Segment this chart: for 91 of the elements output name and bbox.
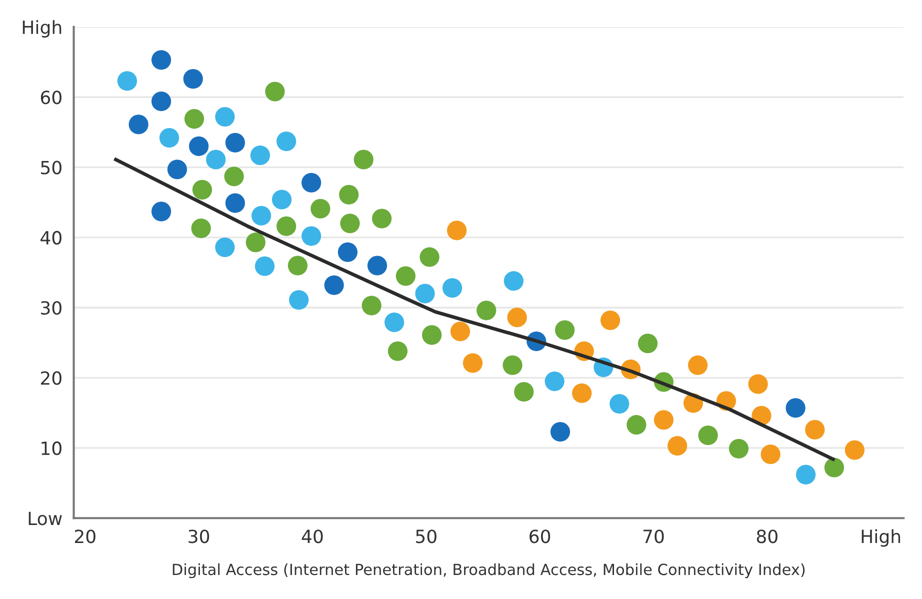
point (728, 438, 749, 458)
y-tick-label: 20 (40, 371, 62, 385)
point (760, 444, 780, 464)
x-tick-label: 50 (416, 530, 436, 544)
point (550, 422, 570, 442)
point (422, 325, 442, 345)
point (447, 220, 467, 240)
x-tick-label: 40 (302, 530, 323, 544)
point (225, 193, 245, 213)
point (288, 256, 308, 276)
point (396, 266, 416, 286)
point (688, 355, 708, 375)
point (844, 440, 865, 460)
point (748, 374, 768, 394)
point (339, 184, 359, 204)
point (698, 426, 718, 446)
y-tick-label: High (22, 20, 62, 38)
point (610, 394, 630, 414)
point (786, 398, 806, 418)
point (507, 308, 527, 328)
point (362, 296, 382, 316)
point (638, 334, 658, 354)
point (254, 256, 275, 276)
point (502, 355, 522, 375)
point (251, 206, 272, 226)
point (302, 172, 322, 193)
point (420, 247, 440, 267)
point (225, 132, 245, 153)
point (354, 150, 374, 170)
point (514, 382, 534, 402)
point (246, 232, 266, 252)
point (151, 202, 172, 222)
x-tick-label: 30 (188, 530, 210, 544)
point (191, 218, 211, 238)
point (504, 271, 524, 291)
point (572, 383, 592, 404)
point (183, 69, 203, 89)
point (668, 436, 688, 456)
point (600, 310, 620, 330)
point (476, 300, 496, 320)
point (302, 226, 322, 246)
point (555, 320, 575, 340)
point (310, 198, 330, 219)
x-tick-label: 60 (530, 530, 550, 544)
point (128, 114, 148, 134)
y-tick-label: 10 (42, 441, 62, 456)
point (450, 322, 470, 342)
point (805, 420, 825, 440)
point (215, 237, 235, 258)
point (544, 371, 564, 392)
point (324, 275, 344, 295)
x-tick-label: 70 (643, 530, 664, 544)
x-axis-title: Digital Access (Internet Penetration, Broadband Access, Mobile Connectivity Index) (172, 563, 805, 578)
x-tick-label: 80 (756, 530, 778, 544)
point (276, 216, 296, 236)
point (250, 146, 270, 166)
y-tick-label: 30 (41, 301, 62, 315)
point (442, 278, 462, 298)
point (151, 50, 172, 70)
point (384, 312, 404, 332)
point (367, 256, 388, 276)
point (276, 132, 296, 152)
point (372, 208, 392, 228)
y-tick-label: Low (28, 512, 62, 526)
point (265, 82, 285, 102)
x-tick-label: High (862, 529, 900, 547)
point (224, 166, 244, 186)
point (654, 410, 674, 430)
point (338, 242, 358, 262)
point (289, 290, 309, 310)
point (184, 109, 204, 129)
point (188, 136, 209, 156)
point (340, 214, 360, 234)
y-tick-label: 50 (41, 160, 62, 174)
point (192, 180, 212, 200)
point (167, 160, 188, 180)
point (796, 464, 816, 484)
point (206, 150, 226, 170)
y-tick-label: 60 (40, 90, 62, 104)
point (117, 71, 138, 91)
point (462, 353, 483, 373)
point (159, 128, 180, 148)
x-tick-label: 20 (74, 530, 96, 544)
point (415, 284, 435, 304)
point (215, 106, 235, 127)
point (824, 458, 844, 478)
point (272, 190, 292, 210)
point (151, 92, 172, 112)
y-tick-label: 40 (40, 230, 62, 245)
point (626, 414, 646, 435)
point (388, 341, 408, 361)
